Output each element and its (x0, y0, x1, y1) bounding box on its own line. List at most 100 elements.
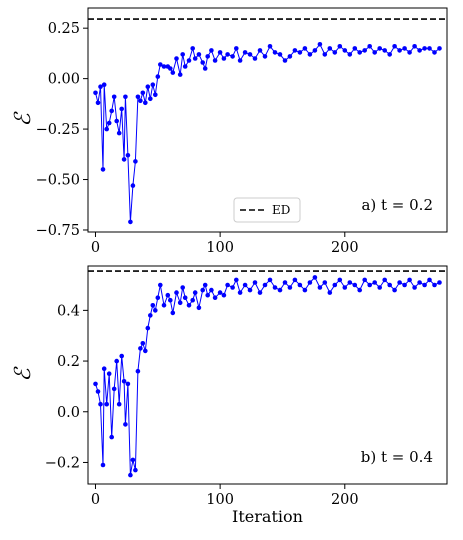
data-point (161, 303, 167, 308)
data-point (182, 64, 188, 69)
data-point (130, 457, 136, 463)
data-point (234, 277, 239, 283)
data-point (412, 44, 417, 49)
legend-box (233, 197, 301, 223)
data-point (307, 280, 313, 285)
data-point (262, 282, 268, 288)
data-point (100, 167, 106, 172)
data-point (337, 277, 343, 283)
data-point (362, 48, 368, 53)
data-point (190, 46, 195, 51)
y-tick-label: 0.2 (57, 354, 80, 370)
data-point (437, 46, 442, 51)
data-point (165, 292, 171, 298)
x-tick-label: 0 (91, 240, 100, 256)
data-point (217, 50, 223, 55)
data-point (95, 389, 101, 394)
data-point (155, 74, 161, 79)
data-point (155, 295, 161, 301)
data-point (180, 52, 185, 57)
data-point (138, 98, 143, 104)
data-point (302, 46, 308, 51)
data-point (247, 287, 253, 293)
data-point (128, 219, 133, 225)
data-point (170, 310, 176, 316)
data-point (109, 434, 114, 440)
data-point (327, 290, 333, 295)
data-point (282, 280, 288, 285)
data-point (347, 52, 353, 57)
data-point (168, 66, 173, 71)
data-point (322, 52, 328, 57)
data-point (200, 60, 205, 65)
data-point (412, 285, 417, 290)
data-point (182, 295, 188, 301)
y-tick-label: 0.4 (57, 303, 80, 319)
y-tick-label: 0.25 (48, 21, 80, 37)
data-point (257, 290, 263, 295)
data-point (205, 292, 210, 298)
data-point (202, 282, 208, 288)
data-point (150, 303, 156, 308)
data-point (382, 277, 388, 283)
data-point (125, 381, 131, 387)
data-point (427, 277, 432, 283)
data-point (114, 118, 119, 124)
data-point (174, 56, 179, 61)
data-point (143, 348, 148, 354)
data-point (417, 48, 422, 53)
data-point (217, 290, 223, 295)
x-tick-label: 0 (91, 492, 100, 508)
data-point (372, 50, 378, 55)
data-point (292, 277, 298, 283)
data-point (432, 50, 437, 55)
data-point (116, 401, 122, 407)
data-point (145, 84, 151, 89)
data-point (153, 92, 158, 98)
data-point (312, 48, 318, 53)
data-point (237, 58, 243, 63)
data-point (212, 295, 218, 301)
data-point (196, 305, 202, 311)
data-point (407, 277, 412, 283)
data-point (128, 472, 133, 478)
data-point (135, 368, 141, 374)
x-axis-label: Iteration (232, 507, 303, 526)
data-point (123, 94, 128, 100)
data-point (138, 346, 143, 351)
plot-frame (87, 265, 448, 485)
x-tick-label: 200 (331, 240, 359, 256)
data-point (312, 275, 318, 280)
y-tick-label: −0.75 (36, 223, 80, 239)
data-point (93, 90, 98, 96)
data-point (387, 52, 393, 57)
panel-a: 0 100 200 −0.75 −0.50 −0.25 0.00 0.25 ℰa) t = 0.… (11, 7, 448, 256)
data-point (158, 282, 163, 288)
data-point (98, 401, 103, 407)
data-point (200, 287, 205, 293)
data-point (161, 64, 167, 69)
data-point (397, 48, 402, 53)
data-point (292, 48, 298, 53)
data-point (209, 287, 214, 293)
data-point (225, 52, 230, 57)
data-point (186, 58, 192, 63)
data-point (237, 290, 243, 295)
data-point (121, 157, 127, 162)
data-point (272, 285, 278, 290)
data-point (114, 358, 119, 364)
data-point (252, 56, 258, 61)
y-tick-label: −0.50 (36, 173, 80, 189)
data-point (95, 100, 101, 106)
data-point (177, 300, 183, 306)
y-tick-label: −0.2 (45, 455, 80, 471)
data-point (422, 282, 427, 288)
data-point (111, 94, 117, 100)
data-point (170, 70, 176, 75)
data-point (133, 159, 138, 164)
data-point (277, 287, 283, 293)
data-point (140, 90, 146, 96)
data-point (347, 280, 353, 285)
data-point (98, 84, 103, 89)
